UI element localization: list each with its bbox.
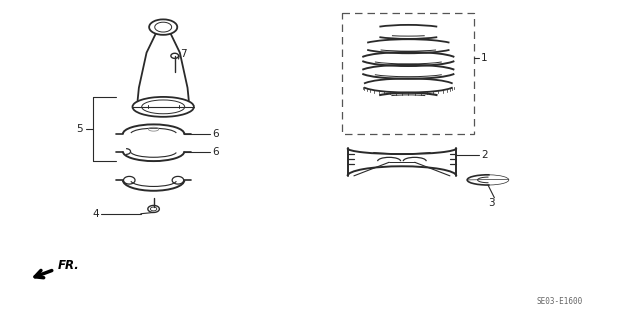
Text: 5: 5	[77, 124, 83, 134]
Bar	[342, 13, 474, 134]
Text: 2: 2	[481, 150, 488, 160]
Text: SE03-E1600: SE03-E1600	[537, 297, 583, 306]
Text: 4: 4	[93, 209, 99, 219]
Text: 3: 3	[488, 197, 495, 208]
Text: FR.: FR.	[58, 259, 79, 272]
Text: 6: 6	[212, 129, 219, 139]
Text: 1: 1	[481, 53, 488, 63]
Text: 6: 6	[212, 146, 219, 157]
Text: 7: 7	[180, 48, 187, 59]
